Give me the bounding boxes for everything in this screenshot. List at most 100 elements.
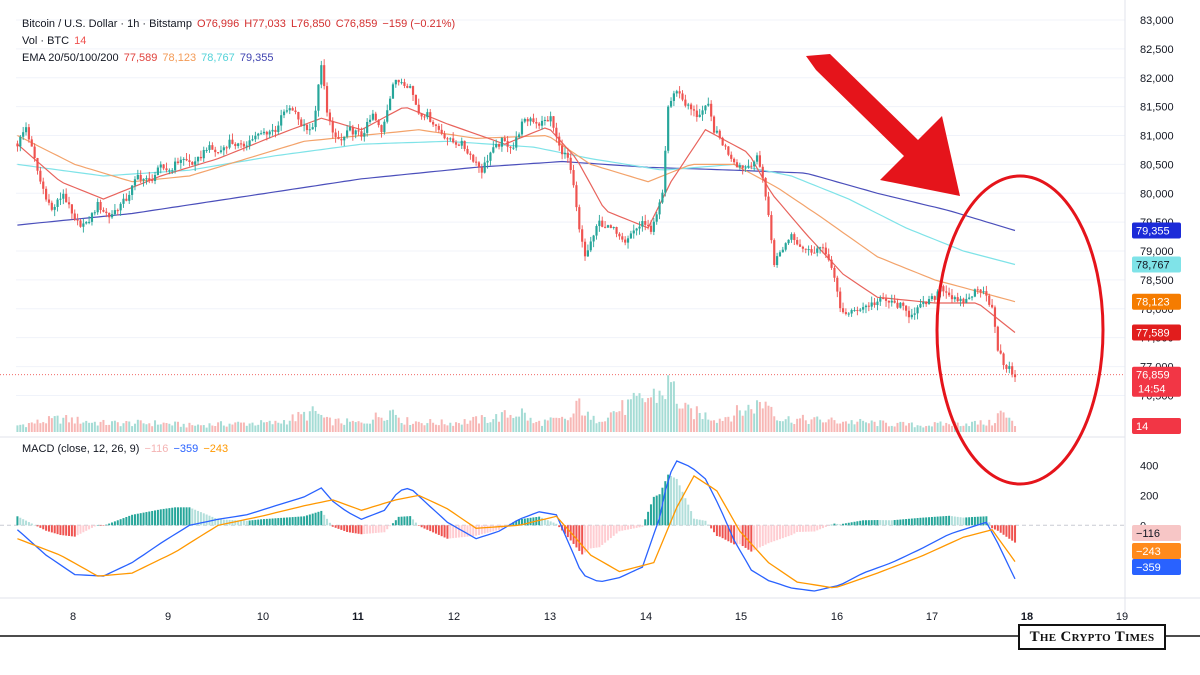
candle [535, 117, 538, 129]
candle [965, 293, 968, 304]
macd-hist-bar [119, 519, 122, 526]
macd-hist-bar [968, 517, 971, 526]
macd-hist-bar [245, 520, 248, 526]
macd-hist-bar [343, 525, 346, 531]
candle [383, 119, 386, 135]
candle [948, 287, 951, 297]
candle [368, 114, 372, 124]
candle [575, 181, 578, 212]
volume-bar [331, 425, 334, 432]
volume-bar [859, 418, 862, 432]
volume-bar [563, 418, 566, 432]
volume-bar [546, 420, 549, 432]
macd-hist-bar [45, 525, 48, 531]
macd-hist-bar [615, 525, 618, 534]
candle [45, 186, 48, 202]
price-candles [16, 59, 1017, 382]
candle [942, 284, 945, 297]
macd-hist-bar [953, 516, 956, 526]
candle [604, 221, 607, 229]
time-tick-label: 18 [1021, 611, 1033, 623]
volume-bar [993, 423, 996, 432]
candle [655, 211, 658, 225]
volume-bar [902, 421, 905, 432]
macd-hist-bar [713, 525, 716, 533]
volume-bar [354, 422, 357, 432]
volume-bar [285, 424, 288, 432]
macd-hist-bar [440, 525, 443, 537]
macd-hist-bar [30, 523, 33, 526]
macd-hist-bar [88, 525, 91, 530]
candle [569, 153, 572, 174]
volume-bar [254, 425, 257, 432]
candle [371, 109, 374, 121]
macd-hist-bar [624, 525, 627, 531]
volume-bar [896, 422, 899, 432]
volume-bar [262, 422, 265, 432]
macd-hist-bar [801, 525, 804, 532]
candle [555, 122, 558, 143]
volume-bar [572, 413, 575, 432]
volume-bar [589, 419, 592, 432]
volume-bar [165, 423, 168, 432]
macd-hist-bar [328, 522, 331, 526]
macd-hist-bar [913, 518, 916, 526]
macd-hist-bar [563, 525, 566, 534]
candle [105, 208, 108, 218]
macd-hist-bar [936, 516, 939, 526]
macd-hist-bar [515, 520, 518, 526]
price-tick-label: 82,500 [1140, 44, 1174, 56]
volume-bar [615, 412, 618, 432]
macd-hist-bar [285, 517, 288, 526]
candle [919, 298, 922, 309]
macd-hist-bar [761, 525, 764, 546]
volume-bar [343, 424, 346, 432]
macd-hist-bar [334, 525, 337, 528]
macd-hist-bar [973, 516, 976, 526]
macd-hist-bar [827, 525, 830, 526]
macd-hist-bar [609, 525, 612, 539]
volume-bar [82, 422, 85, 432]
volume-bar [905, 425, 908, 432]
volume-bar [561, 416, 564, 432]
candle [1005, 364, 1008, 373]
volume-bar [604, 421, 607, 432]
macd-hist-bar [672, 477, 675, 526]
volume-bar [211, 425, 214, 432]
volume-bar [162, 422, 165, 432]
candle [658, 199, 661, 220]
macd-hist-bar [842, 523, 845, 526]
volume-bar [879, 420, 882, 432]
candle [489, 151, 492, 166]
macd-hist-bar [317, 511, 320, 526]
volume-bar [308, 411, 311, 432]
volume-bar [486, 422, 489, 432]
macd-hist-bar [721, 525, 724, 539]
candle [139, 170, 142, 184]
candle [357, 124, 360, 136]
candle [73, 209, 76, 222]
macd-hist-bar [655, 495, 658, 526]
volume-bar [1011, 420, 1014, 432]
volume-bar [50, 418, 53, 432]
volume-bar [750, 409, 753, 432]
candle [830, 255, 833, 270]
candle [747, 159, 750, 169]
candle [873, 297, 876, 308]
candle [228, 134, 231, 150]
candle [340, 133, 343, 146]
macd-hist-bar [836, 523, 839, 526]
candle [119, 202, 122, 216]
volume-bar [240, 422, 243, 432]
candle [632, 224, 635, 239]
volume-bar [704, 412, 707, 432]
candle [561, 139, 564, 160]
volume-bar [793, 424, 796, 432]
candle [813, 246, 816, 254]
volume-bar [735, 405, 738, 432]
candle [194, 156, 197, 172]
candle [879, 295, 882, 306]
candle [598, 214, 601, 232]
volume-bar [119, 426, 122, 432]
